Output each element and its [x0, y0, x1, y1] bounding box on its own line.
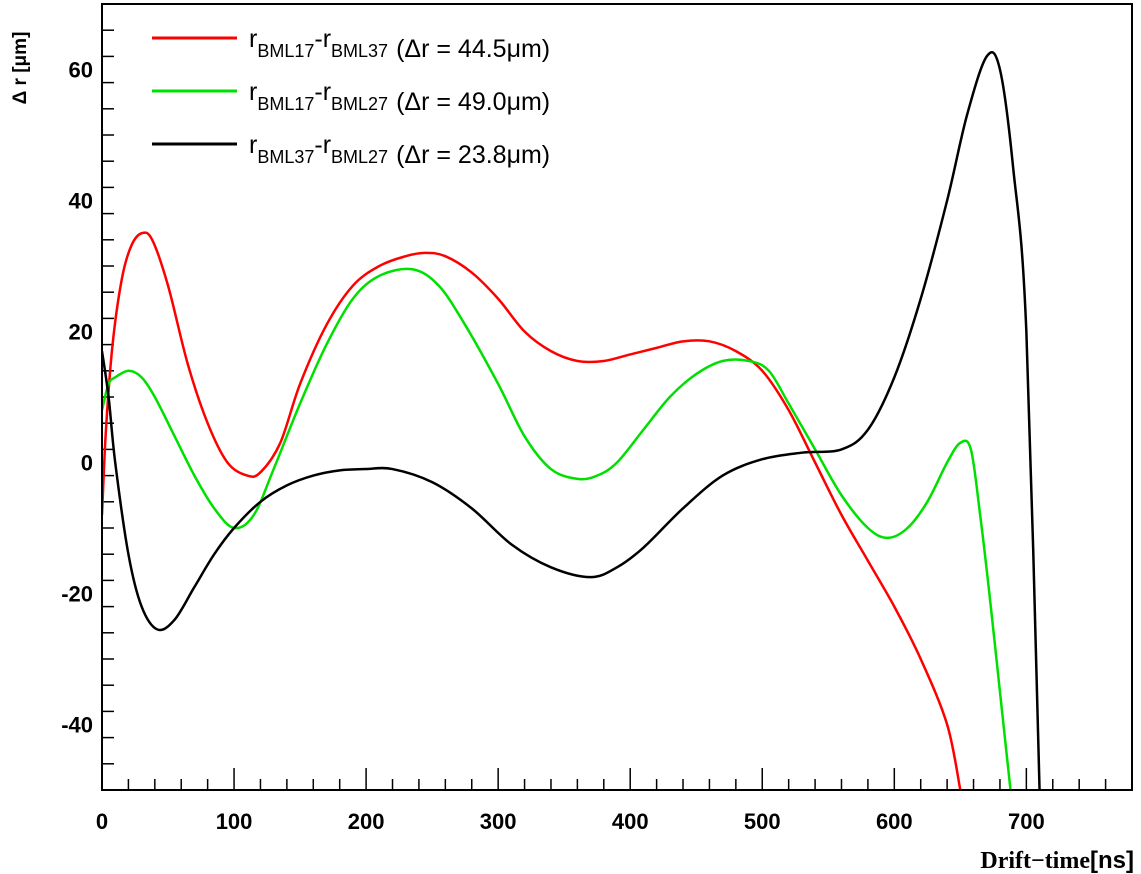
y-tick-label: 40: [69, 189, 93, 214]
y-tick-label: 60: [69, 58, 93, 83]
y-axis-label: Δ r [μm]: [10, 32, 31, 105]
legend-entry-1: rBML17-rBML37 (Δr = 44.5μm): [249, 25, 550, 63]
series-line-3: [102, 51, 1041, 790]
legend-part-sub1: BML17: [257, 41, 314, 61]
legend: rBML17-rBML37 (Δr = 44.5μm)rBML17-rBML27(…: [152, 25, 550, 169]
y-tick-label: 0: [81, 451, 93, 476]
y-tick-label: -20: [61, 582, 93, 607]
x-tick-label: 0: [96, 809, 108, 834]
legend-part-sep: -: [314, 25, 322, 53]
legend-part-r1: r: [249, 131, 257, 159]
legend-part-r1: r: [249, 25, 257, 53]
x-tick-label: 400: [612, 809, 649, 834]
axis-ticks: [101, 3, 1133, 791]
legend-entry-2: rBML17-rBML27 (Δr = 49.0μm): [249, 78, 550, 116]
y-axis-label-text: Δ r [μm]: [10, 32, 31, 105]
legend-delta-r: (Δr = 44.5μm): [396, 35, 550, 63]
series-line-1: [102, 231, 962, 790]
x-tick-label: 700: [1008, 809, 1045, 834]
x-tick-label: 200: [348, 809, 385, 834]
x-axis-label: Drift−time[ns]: [980, 847, 1134, 874]
x-axis-label-main: Drift−time: [980, 848, 1090, 874]
legend-part-r2: r: [323, 131, 331, 159]
legend-part-r1: r: [249, 78, 257, 106]
x-axis-label-unit: [ns]: [1090, 847, 1134, 874]
legend-part-sep: -: [314, 78, 322, 106]
x-tick-label: 500: [744, 809, 781, 834]
series-lines: [102, 51, 1041, 790]
legend-part-sub1: BML17: [257, 94, 314, 114]
y-tick-label: 20: [69, 320, 93, 345]
legend-part-r2: r: [323, 25, 331, 53]
legend-part-r2: r: [323, 78, 331, 106]
x-tick-label: 300: [480, 809, 517, 834]
legend-part-sub2: BML27: [331, 94, 388, 114]
series-line-2: [102, 267, 1012, 790]
legend-part-sub2: BML37: [331, 41, 388, 61]
legend-entry-3: rBML37-rBML27 (Δr = 23.8μm): [249, 131, 550, 169]
x-tick-label: 600: [876, 809, 913, 834]
plot-frame: [101, 3, 1133, 791]
y-tick-label: -40: [61, 713, 93, 738]
tick-labels: 0 100 200 300 400 500 600 700 -40 -20 0 20 40 60: [61, 58, 1045, 835]
legend-delta-r: (Δr = 23.8μm): [396, 141, 550, 169]
legend-part-sub1: BML37: [257, 147, 314, 167]
legend-delta-r: (Δr = 49.0μm): [396, 88, 550, 116]
x-tick-label: 100: [216, 809, 253, 834]
legend-part-sub2: BML27: [331, 147, 388, 167]
legend-part-sep: -: [314, 131, 322, 159]
